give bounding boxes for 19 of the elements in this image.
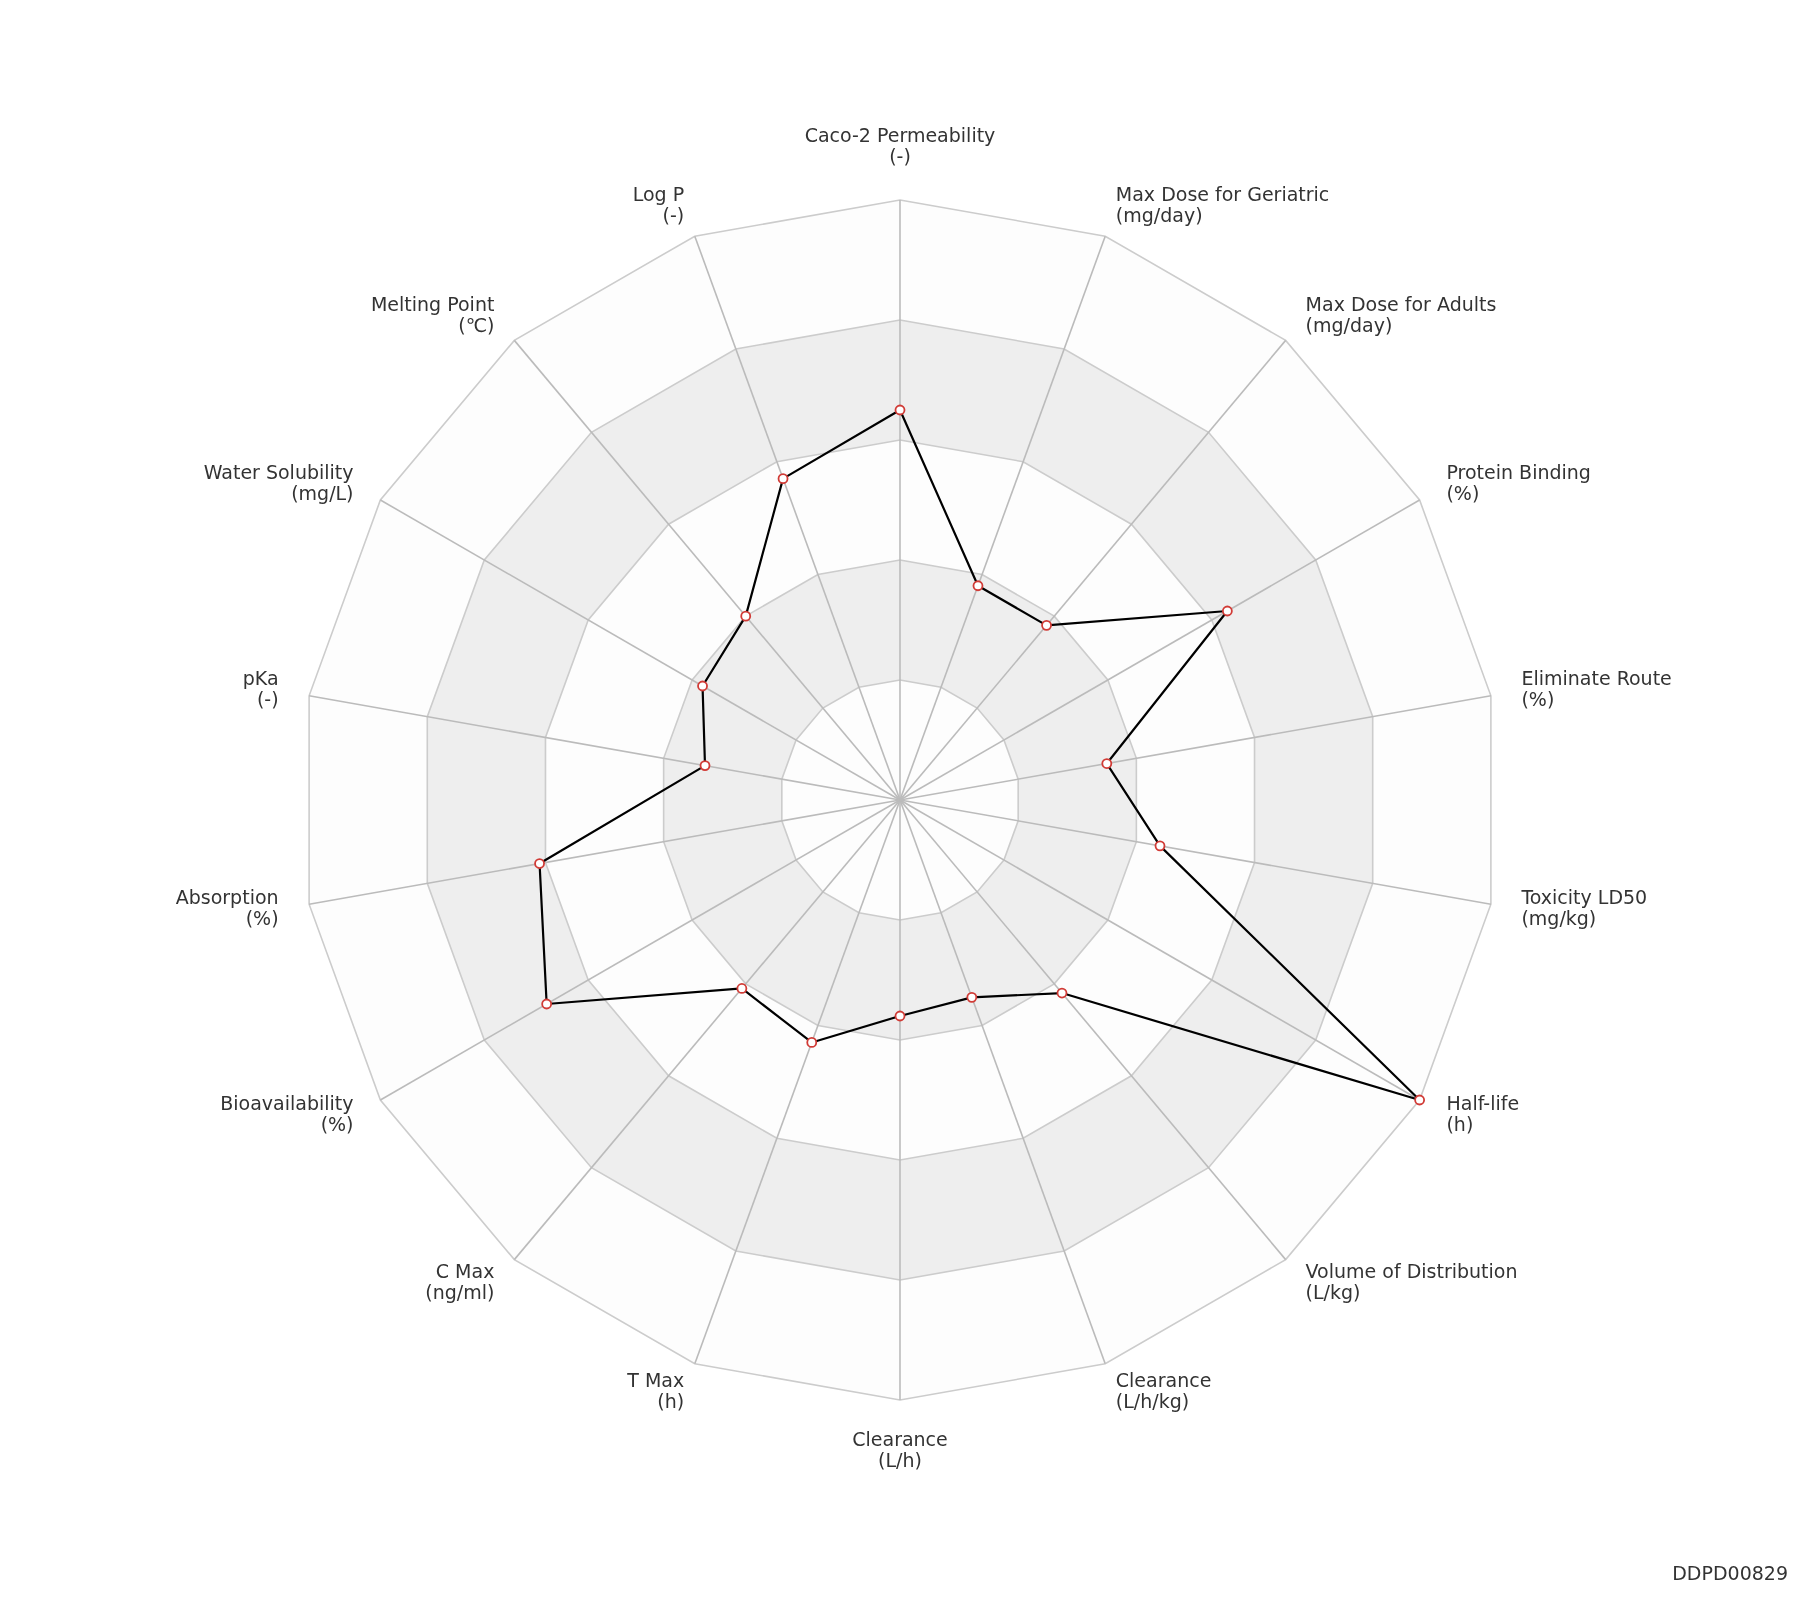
spoke-label: Absorption (%) bbox=[175, 886, 279, 930]
spoke-label: Toxicity LD50 (mg/kg) bbox=[1520, 886, 1648, 930]
spoke-label: Volume of Distribution (L/kg) bbox=[1305, 1259, 1518, 1303]
spoke-label: Log P (-) bbox=[632, 183, 685, 227]
spoke-label: Protein Binding (%) bbox=[1446, 460, 1591, 504]
spoke-label: Eliminate Route (%) bbox=[1521, 666, 1672, 710]
spoke-label: T Max (h) bbox=[626, 1369, 685, 1413]
spoke-label: pKa (-) bbox=[242, 666, 279, 710]
spoke-label: Water Solubility (mg/L) bbox=[203, 460, 354, 504]
spoke-label: Clearance (L/h) bbox=[852, 1428, 948, 1472]
spoke-label: Clearance (L/h/kg) bbox=[1115, 1369, 1212, 1413]
spoke-label: Half-life (h) bbox=[1446, 1091, 1520, 1135]
spoke-label: Bioavailability (%) bbox=[220, 1091, 354, 1135]
spoke-label: C Max (ng/ml) bbox=[425, 1259, 495, 1303]
text: DDPD00829 bbox=[1672, 1561, 1788, 1584]
spoke-label: Max Dose for Geriatric (mg/day) bbox=[1115, 183, 1330, 227]
spoke-label: Max Dose for Adults (mg/day) bbox=[1305, 293, 1497, 337]
spoke-label: Caco-2 Permeability (-) bbox=[804, 124, 996, 168]
spoke-label: Melting Point (℃) bbox=[370, 293, 495, 337]
